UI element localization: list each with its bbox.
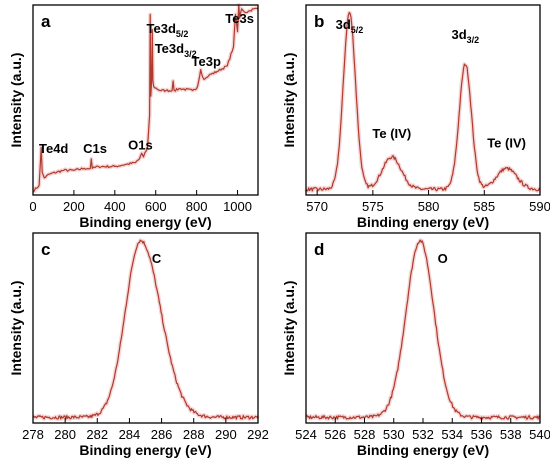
x-tick-label: 600 xyxy=(145,199,167,214)
x-tick-label: 530 xyxy=(383,427,405,442)
y-axis-label: Intensity (a.u.) xyxy=(8,281,24,376)
x-tick-label: 590 xyxy=(529,199,550,214)
y-axis-label: Intensity (a.u.) xyxy=(8,53,24,148)
spectrum-line xyxy=(305,11,541,192)
peak-annotation: Te3p xyxy=(192,54,221,69)
panel-letter: c xyxy=(41,240,50,259)
x-tick-label: 800 xyxy=(186,199,208,214)
x-tick-label: 278 xyxy=(22,427,44,442)
peak-annotation: Te (IV) xyxy=(372,126,411,141)
x-tick-label: 570 xyxy=(306,199,328,214)
x-tick-label: 534 xyxy=(441,427,463,442)
x-tick-label: 284 xyxy=(119,427,141,442)
x-axis-label: Binding energy (eV) xyxy=(357,214,489,230)
series-glow xyxy=(31,238,260,421)
x-tick-label: 288 xyxy=(183,427,205,442)
series-glow xyxy=(304,10,542,193)
x-tick-label: 292 xyxy=(247,427,269,442)
x-tick-label: 580 xyxy=(418,199,440,214)
peak-annotation: O1s xyxy=(128,138,153,153)
panel-c: 278 280 282 284 286 288 290 292 Binding energy (… xyxy=(8,232,269,458)
x-axis-label: Binding energy (eV) xyxy=(79,214,211,230)
x-tick-label: 280 xyxy=(54,427,76,442)
peak-annotation: 3d3/2 xyxy=(451,27,479,45)
panel-letter: d xyxy=(314,240,324,259)
panel-a: 0 200 400 600 800 1000 Binding energy (eV) Inte… xyxy=(8,3,259,230)
peak-annotation: Te3d3/2 xyxy=(155,41,197,59)
x-tick-label: 0 xyxy=(29,199,36,214)
x-tick-label: 585 xyxy=(473,199,495,214)
x-axis-label: Binding energy (eV) xyxy=(79,442,211,458)
x-tick-label: 286 xyxy=(151,427,173,442)
x-tick-label: 400 xyxy=(104,199,126,214)
plot-frame xyxy=(305,232,541,424)
peak-annotation: Te (IV) xyxy=(487,136,526,151)
x-tick-label: 540 xyxy=(529,427,550,442)
peak-annotation: C1s xyxy=(83,141,107,156)
x-tick-label: 282 xyxy=(86,427,108,442)
x-axis-label: Binding energy (eV) xyxy=(357,442,489,458)
x-tick-label: 524 xyxy=(295,427,317,442)
panel-letter: b xyxy=(314,12,324,31)
peak-annotation: Te3s xyxy=(225,11,254,26)
spectrum-line xyxy=(33,4,259,192)
series-glow xyxy=(32,3,259,194)
spectrum-line xyxy=(305,239,541,420)
x-tick-label: 575 xyxy=(362,199,384,214)
x-tick-label: 538 xyxy=(500,427,522,442)
panel-d: 524 526 528 530 532 534 536 538 540 Binding energ… xyxy=(281,232,550,458)
panel-letter: a xyxy=(41,12,51,31)
x-tick-label: 528 xyxy=(354,427,376,442)
element-label: O xyxy=(438,251,448,266)
peak-annotation: Te4d xyxy=(39,141,68,156)
spectrum-line xyxy=(32,239,259,420)
plot-frame xyxy=(32,232,259,424)
x-tick-label: 526 xyxy=(324,427,346,442)
plot-frame xyxy=(32,4,259,196)
peak-annotation: 3d5/2 xyxy=(336,17,364,35)
x-tick-label: 532 xyxy=(412,427,434,442)
plot-frame xyxy=(305,4,541,196)
series-glow xyxy=(304,238,542,421)
x-tick-label: 536 xyxy=(471,427,493,442)
x-tick-label: 200 xyxy=(63,199,85,214)
panel-b: 570 575 580 585 590 Binding energy (eV) Intens… xyxy=(281,4,550,230)
y-axis-label: Intensity (a.u.) xyxy=(281,53,297,148)
x-tick-label: 290 xyxy=(215,427,237,442)
element-label: C xyxy=(152,251,162,266)
x-tick-label: 1000 xyxy=(223,199,252,214)
y-axis-label: Intensity (a.u.) xyxy=(281,281,297,376)
